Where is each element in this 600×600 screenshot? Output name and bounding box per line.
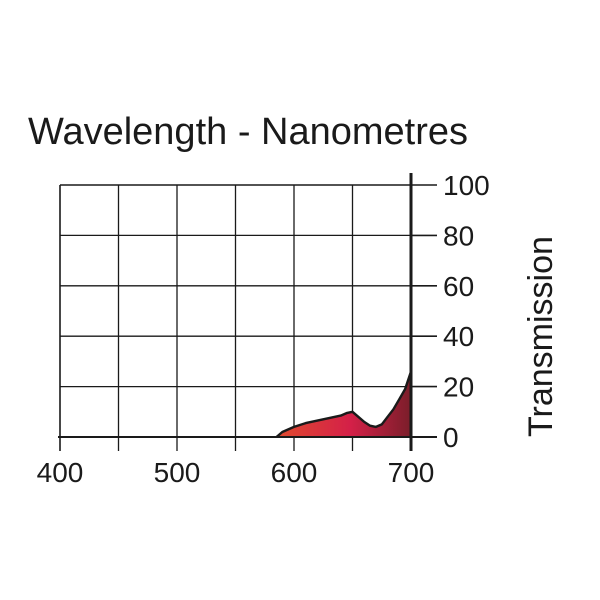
series-line	[275, 371, 413, 438]
y-tick-label: 40	[443, 321, 474, 352]
y-tick-label: 60	[443, 271, 474, 302]
chart-frame	[58, 173, 437, 451]
x-axis-ticks: 400 500 600 700	[37, 457, 435, 488]
y-axis-ticks: 0 20 40 60 80 100	[411, 170, 490, 453]
x-tick-label: 500	[154, 457, 201, 488]
chart-grid	[60, 185, 411, 451]
y-tick-label: 20	[443, 372, 474, 403]
chart-title: Wavelength - Nanometres	[28, 111, 468, 153]
y-tick-label: 100	[443, 170, 490, 201]
y-axis-label: Transmission	[522, 236, 560, 437]
chart-plot-area	[275, 371, 413, 438]
x-tick-label: 400	[37, 457, 84, 488]
x-tick-label: 600	[271, 457, 318, 488]
x-tick-label: 700	[388, 457, 435, 488]
series-area	[276, 371, 411, 437]
y-tick-label: 0	[443, 422, 459, 453]
y-tick-label: 80	[443, 220, 474, 251]
